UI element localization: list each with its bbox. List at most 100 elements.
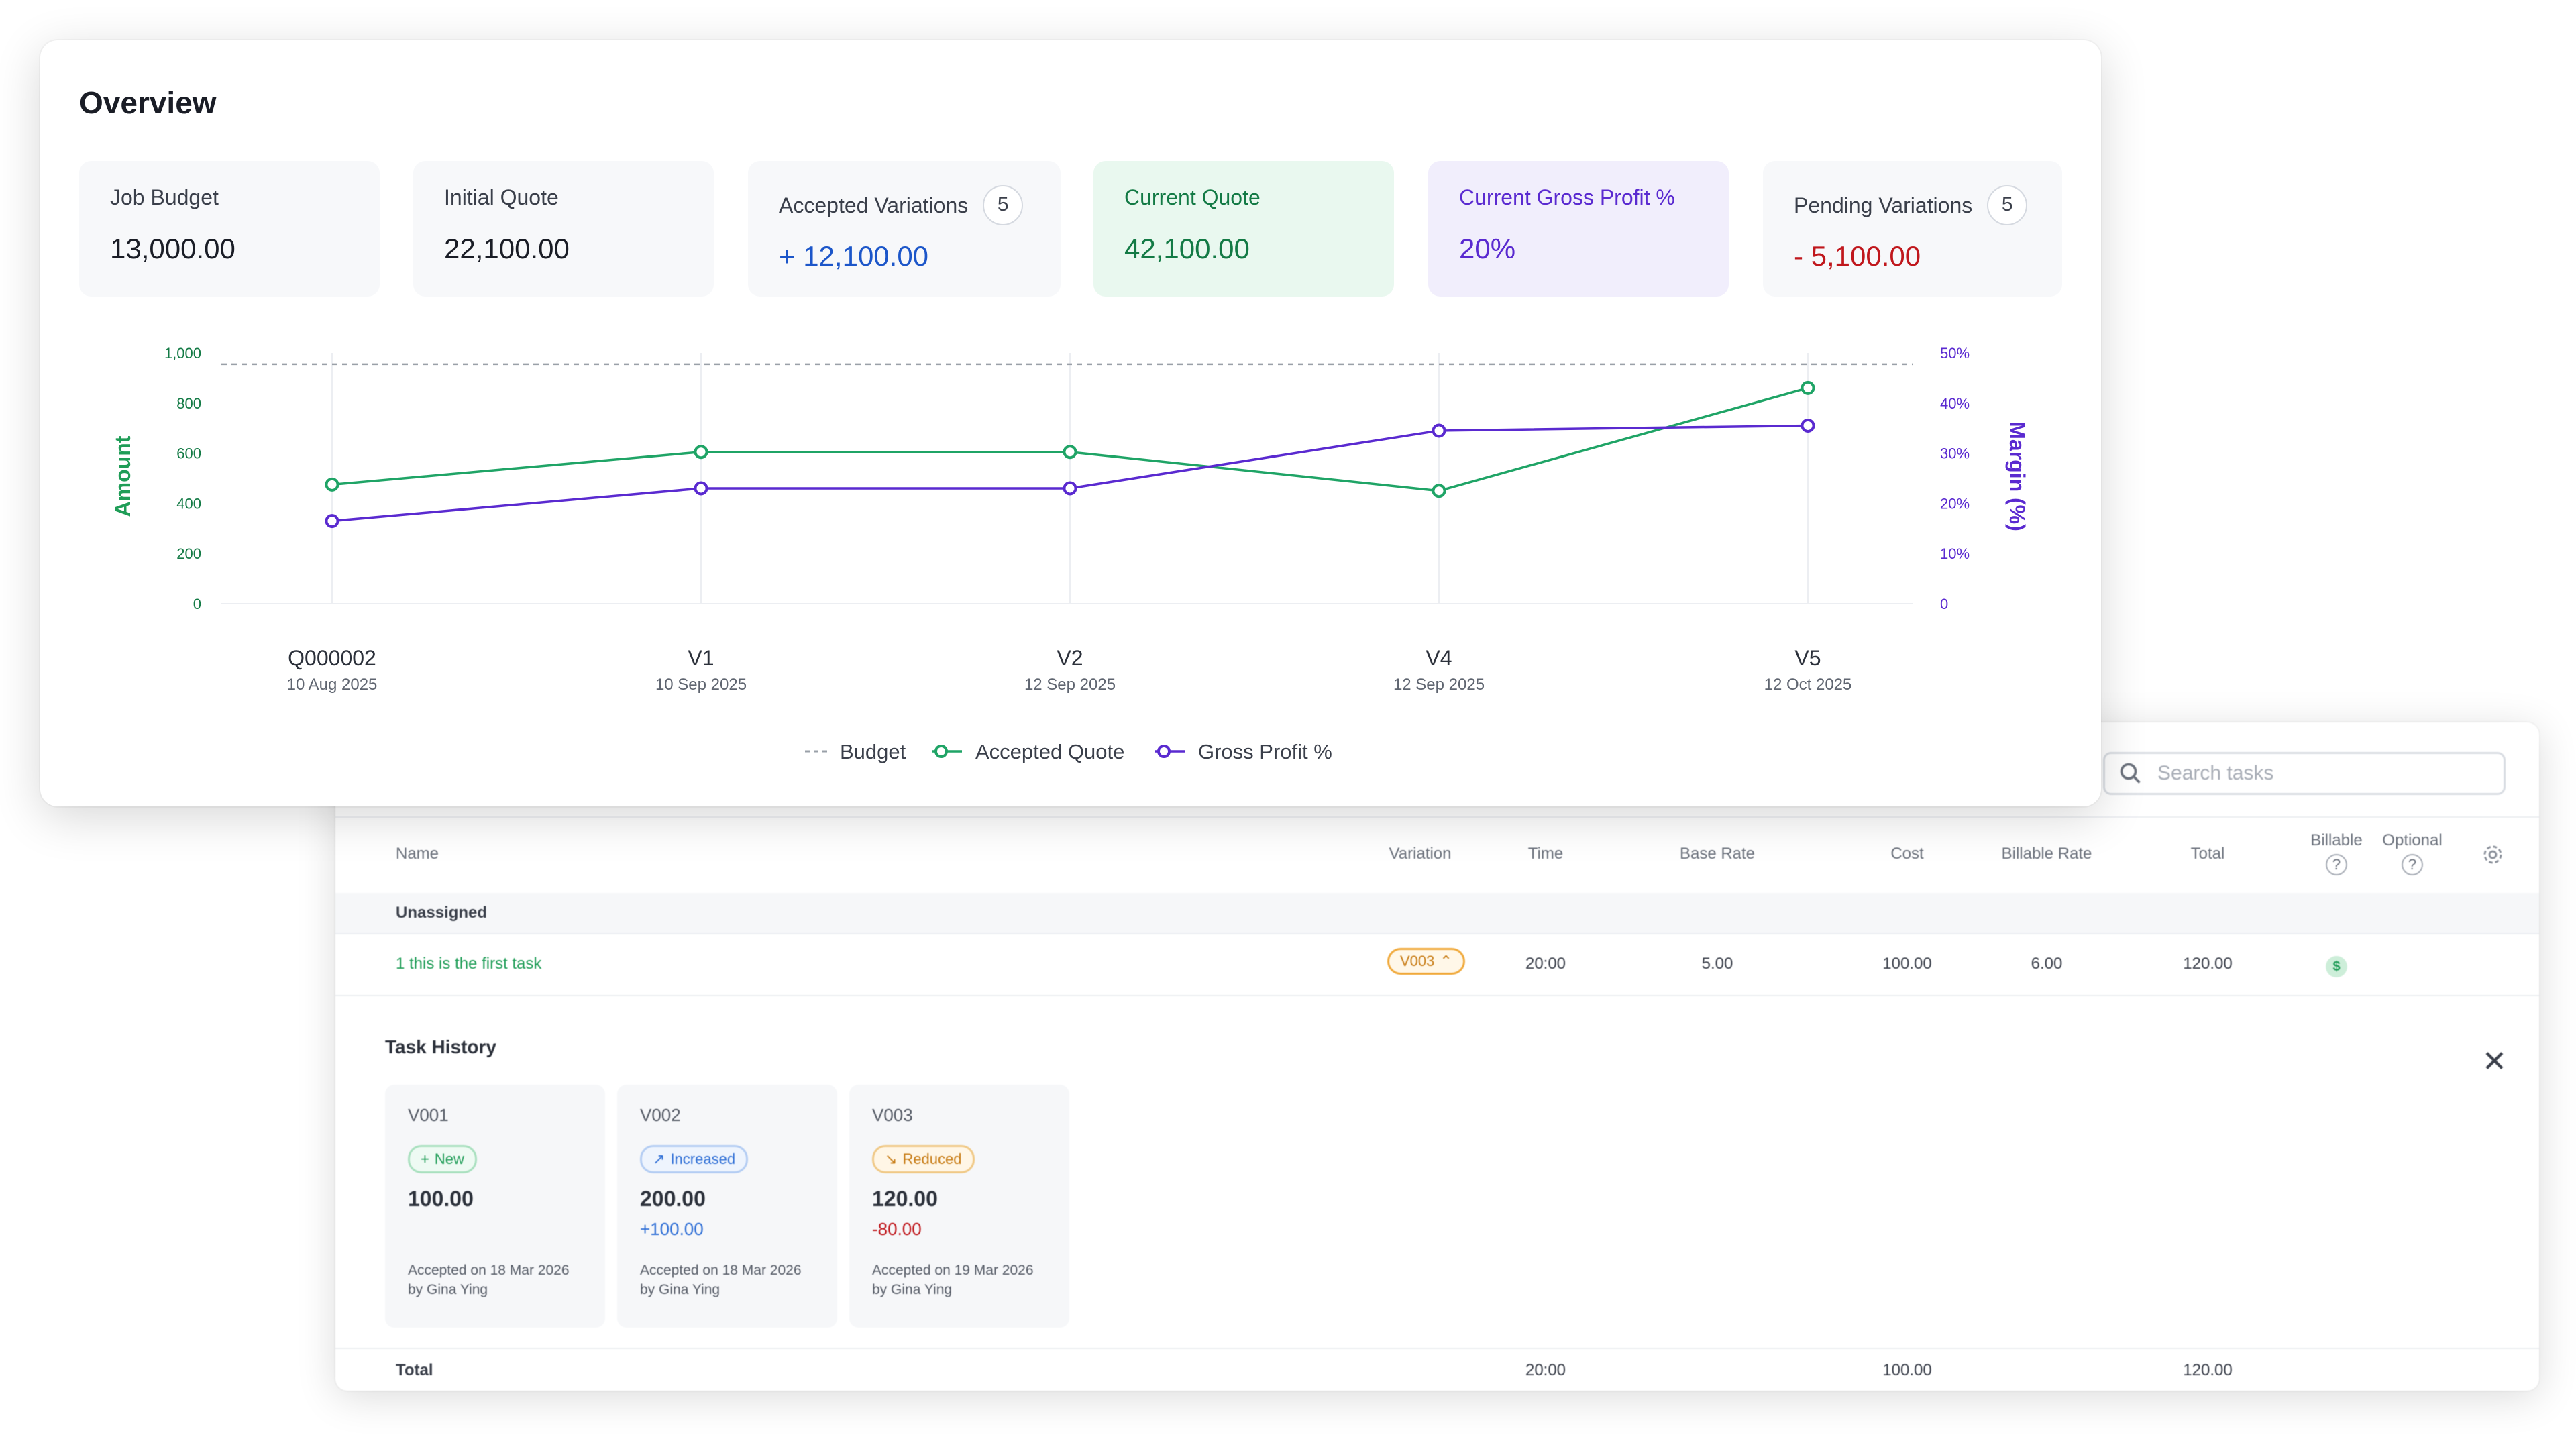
y2-tick-label: 0 (1940, 596, 1948, 612)
status-badge-new: + New (408, 1145, 477, 1173)
y2-tick-label: 10% (1940, 545, 1970, 562)
legend-gp-label: Gross Profit % (1198, 740, 1332, 763)
y-tick-label: 200 (176, 545, 201, 562)
x-tick-label: Q000002 (288, 646, 376, 670)
task-time: 20:00 (1525, 955, 1566, 973)
y-tick-label: 1,000 (164, 345, 201, 362)
kpi-pending-variations[interactable]: Pending Variations 5 - 5,100.00 (1763, 161, 2062, 297)
status-badge-increased: ↗ Increased (640, 1145, 749, 1173)
legend-accepted-label: Accepted Quote (975, 740, 1124, 763)
y-tick-label: 400 (176, 495, 201, 512)
x-tick-date: 12 Sep 2025 (1024, 676, 1116, 694)
legend-accepted-marker (934, 745, 948, 758)
gear-icon[interactable] (2481, 843, 2504, 866)
billable-dollar-icon[interactable]: $ (2326, 956, 2347, 977)
y2-tick-label: 30% (1940, 445, 1970, 462)
y2-tick-label: 50% (1940, 345, 1970, 362)
x-tick-date: 10 Aug 2025 (287, 676, 378, 694)
history-card-v001: V001 + New 100.00 Accepted on 18 Mar 202… (385, 1085, 605, 1328)
billable-help-icon[interactable]: ? (2326, 854, 2347, 875)
status-label: New (434, 1150, 464, 1167)
kpi-label: Current Gross Profit % (1459, 185, 1675, 209)
history-card-v002: V002 ↗ Increased 200.00 +100.00 Accepted… (617, 1085, 837, 1328)
history-card-delta: -80.00 (872, 1219, 922, 1239)
col-base-rate[interactable]: Base Rate (1679, 845, 1756, 863)
col-billable-rate[interactable]: Billable Rate (2001, 845, 2092, 863)
y2-axis-title: Margin (%) (2005, 421, 2029, 531)
y2-tick-label: 40% (1940, 395, 1970, 412)
status-badge-reduced: ↘ Reduced (872, 1145, 975, 1173)
status-label: Increased (670, 1150, 736, 1167)
y2-tick-label: 20% (1940, 495, 1970, 512)
task-history-title: Task History (385, 1036, 496, 1057)
variation-badge[interactable]: V003 ⌃ (1387, 948, 1465, 975)
kpi-value: - 5,100.00 (1794, 240, 1921, 272)
x-tick-date: 10 Sep 2025 (655, 676, 747, 694)
data-point (325, 514, 339, 529)
table-row[interactable]: 1 this is the first task V003 ⌃ 20:00 5.… (335, 934, 2539, 996)
data-point (694, 481, 708, 496)
history-card-amount: 120.00 (872, 1187, 938, 1211)
kpi-initial-quote: Initial Quote 22,100.00 (413, 161, 714, 297)
data-point (1063, 445, 1077, 460)
kpi-value: + 12,100.00 (779, 240, 929, 272)
search-tasks-input[interactable]: Search tasks (2103, 752, 2506, 795)
x-tick-label: V5 (1794, 646, 1821, 670)
group-row-unassigned[interactable]: Unassigned (335, 893, 2539, 934)
data-point (325, 477, 339, 492)
arrow-up-right-icon: ↗ (653, 1150, 665, 1167)
history-card-accepted: Accepted on 18 Mar 2026 by Gina Ying (408, 1260, 570, 1299)
total-row: Total 20:00 100.00 120.00 (335, 1348, 2539, 1391)
kpi-value: 13,000.00 (110, 233, 235, 264)
data-point (694, 445, 708, 460)
status-label: Reduced (902, 1150, 962, 1167)
x-tick-date: 12 Oct 2025 (1764, 676, 1852, 694)
history-card-amount: 100.00 (408, 1187, 474, 1211)
total-time: 20:00 (1525, 1361, 1566, 1379)
x-tick-label: V4 (1426, 646, 1452, 670)
plus-icon: + (421, 1150, 429, 1167)
data-point (1432, 423, 1446, 438)
task-name-link[interactable]: 1 this is the first task (396, 955, 542, 973)
close-icon[interactable]: ✕ (2482, 1045, 2507, 1078)
task-billable-rate: 6.00 (2031, 955, 2063, 973)
col-billable[interactable]: Billable (2310, 831, 2363, 849)
data-point (1432, 484, 1446, 498)
col-total[interactable]: Total (2190, 845, 2225, 863)
x-tick-date: 12 Sep 2025 (1393, 676, 1485, 694)
y-tick-label: 800 (176, 395, 201, 412)
col-variation[interactable]: Variation (1389, 845, 1452, 863)
col-cost[interactable]: Cost (1890, 845, 1924, 863)
kpi-label: Initial Quote (444, 185, 559, 209)
kpi-label: Accepted Variations (779, 193, 969, 217)
legend-budget-label: Budget (840, 740, 906, 763)
col-name[interactable]: Name (396, 845, 439, 863)
page-title: Overview (79, 85, 217, 120)
tasks-panel: Search tasks Name Variation Time Base Ra… (335, 722, 2539, 1391)
total-label: Total (396, 1361, 433, 1379)
optional-help-icon[interactable]: ? (2402, 854, 2423, 875)
kpi-label: Job Budget (110, 185, 219, 209)
data-point (1801, 380, 1815, 395)
col-optional[interactable]: Optional (2382, 831, 2443, 849)
kpi-label-row: Accepted Variations 5 (779, 185, 1030, 225)
history-card-accepted: Accepted on 19 Mar 2026 by Gina Ying (872, 1260, 1034, 1299)
y-tick-label: 0 (193, 596, 201, 612)
legend-gp-marker (1157, 745, 1171, 758)
arrow-down-right-icon: ↘ (885, 1150, 898, 1167)
count-badge: 5 (983, 185, 1024, 225)
task-cost: 100.00 (1882, 955, 1932, 973)
data-point (1801, 418, 1815, 433)
col-time[interactable]: Time (1527, 845, 1564, 863)
chevron-up-icon: ⌃ (1440, 953, 1452, 969)
y-axis-title: Amount (111, 435, 135, 517)
y-tick-label: 600 (176, 445, 201, 462)
accepted-by: by Gina Ying (640, 1282, 720, 1297)
accepted-date: Accepted on 18 Mar 2026 (408, 1263, 570, 1278)
overview-card: Overview Job Budget 13,000.00 Initial Qu… (40, 40, 2101, 806)
history-card-id: V001 (408, 1105, 449, 1125)
kpi-accepted-variations[interactable]: Accepted Variations 5 + 12,100.00 (748, 161, 1061, 297)
history-card-amount: 200.00 (640, 1187, 706, 1211)
x-tick-label: V1 (688, 646, 714, 670)
kpi-value: 22,100.00 (444, 233, 570, 264)
